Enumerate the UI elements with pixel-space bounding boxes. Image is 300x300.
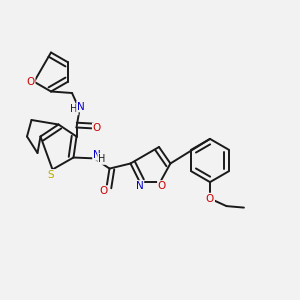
Text: N: N xyxy=(136,181,143,191)
Text: O: O xyxy=(99,186,108,196)
Text: O: O xyxy=(93,123,101,134)
Text: H: H xyxy=(70,104,78,115)
Text: N: N xyxy=(77,101,85,112)
Text: H: H xyxy=(98,154,106,164)
Text: N: N xyxy=(93,150,101,160)
Text: O: O xyxy=(206,194,214,204)
Text: O: O xyxy=(158,181,166,191)
Text: S: S xyxy=(48,170,54,180)
Text: O: O xyxy=(26,77,34,87)
